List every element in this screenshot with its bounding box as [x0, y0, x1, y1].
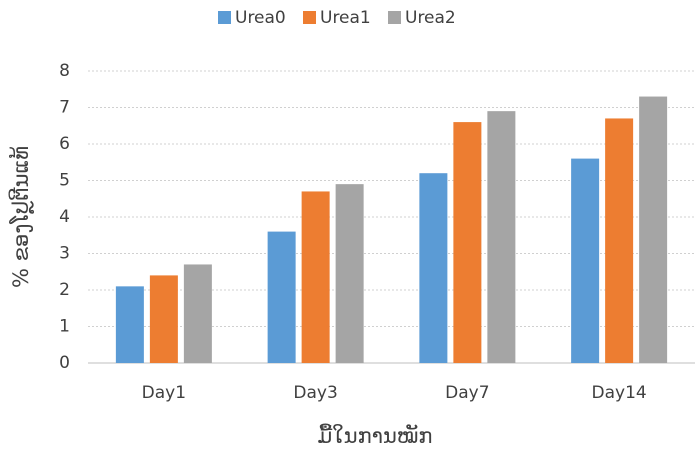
bar: [605, 118, 634, 363]
x-tick-label: Day14: [592, 383, 647, 403]
bar: [487, 111, 516, 364]
legend-swatch: [303, 11, 316, 24]
y-tick-label: 2: [59, 280, 70, 300]
bar: [639, 96, 668, 364]
y-tick-label: 8: [59, 61, 70, 81]
y-tick-label: 5: [59, 171, 70, 191]
y-tick-label: 1: [59, 317, 70, 337]
legend-label: Urea2: [405, 8, 456, 28]
y-tick-label: 3: [59, 244, 70, 264]
x-tick-label: Day1: [142, 383, 186, 403]
x-axis-label: ມື້ໃນການໝັກ: [318, 423, 433, 448]
bar: [453, 122, 482, 363]
y-tick-label: 0: [59, 353, 70, 373]
bar: [115, 286, 144, 363]
bar: [335, 184, 364, 363]
y-tick-label: 7: [59, 98, 70, 118]
y-axis-label: % ຂອງໂປຼຕີນແທ້: [8, 146, 35, 288]
y-tick-label: 6: [59, 134, 70, 154]
bar: [571, 158, 600, 363]
bar: [301, 191, 330, 363]
bar: [149, 275, 178, 363]
bar: [267, 231, 296, 363]
x-tick-label: Day7: [445, 383, 489, 403]
y-tick-label: 4: [59, 207, 70, 227]
x-tick-label: Day3: [293, 383, 337, 403]
legend-swatch: [218, 11, 231, 24]
legend-label: Urea1: [320, 8, 371, 28]
legend-label: Urea0: [235, 8, 286, 28]
bar: [183, 264, 212, 363]
bar: [419, 173, 448, 363]
legend-swatch: [388, 11, 401, 24]
